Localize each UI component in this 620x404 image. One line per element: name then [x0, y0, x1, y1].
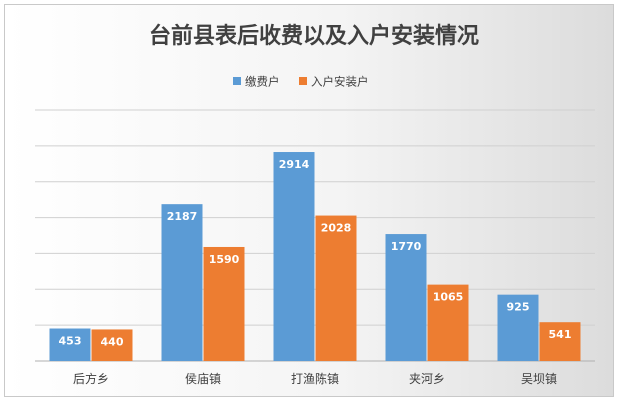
data-label-installation-5: 541	[549, 328, 572, 341]
category-label-3: 打渔陈镇	[291, 371, 339, 386]
category-label-1: 后方乡	[73, 371, 109, 386]
data-label-installation-2: 1590	[209, 253, 240, 266]
category-label-2: 侯庙镇	[185, 372, 221, 386]
bar-payment-4	[385, 234, 427, 361]
legend-swatch-series-1	[233, 77, 241, 85]
data-label-payment-5: 925	[507, 301, 530, 314]
bar-payment-3	[273, 152, 315, 361]
legend-swatch-series-2	[299, 77, 307, 85]
legend-label-series-1: 缴费户	[245, 75, 280, 89]
bar-payment-5	[497, 294, 539, 361]
bar-installation-2	[203, 246, 245, 361]
data-label-payment-1: 453	[59, 335, 82, 348]
data-label-payment-2: 2187	[167, 210, 198, 223]
legend: 缴费户 入户安装户	[233, 75, 369, 89]
bar-installation-1	[91, 329, 133, 361]
bar-installation-5	[539, 322, 581, 361]
data-label-installation-1: 440	[101, 335, 124, 348]
chart-title: 台前县表后收费以及入户安装情况	[149, 23, 479, 49]
bar-payment-1	[49, 328, 91, 361]
bar-installation-3	[315, 215, 357, 361]
category-labels: 后方乡 侯庙镇 打渔陈镇 夹河乡 吴坝镇	[73, 371, 557, 386]
data-label-installation-4: 1065	[433, 291, 464, 304]
bar-installation-4	[427, 284, 469, 361]
data-label-payment-3: 2914	[279, 158, 310, 171]
legend-label-series-2: 入户安装户	[311, 75, 369, 89]
data-label-installation-3: 2028	[321, 222, 352, 235]
chart-frame: 台前县表后收费以及入户安装情况 缴费户 入户安装户 453 440 2187 1590…	[4, 4, 614, 397]
bar-payment-2	[161, 204, 203, 361]
category-label-4: 夹河乡	[409, 372, 445, 386]
bar-chart: 台前县表后收费以及入户安装情况 缴费户 入户安装户 453 440 2187 1590…	[35, 23, 595, 386]
gridlines	[35, 109, 595, 362]
category-label-5: 吴坝镇	[521, 372, 557, 386]
bars: 453 440 2187 1590 2914 2028 1770 1065 925 541	[49, 152, 581, 361]
data-label-payment-4: 1770	[391, 240, 422, 253]
